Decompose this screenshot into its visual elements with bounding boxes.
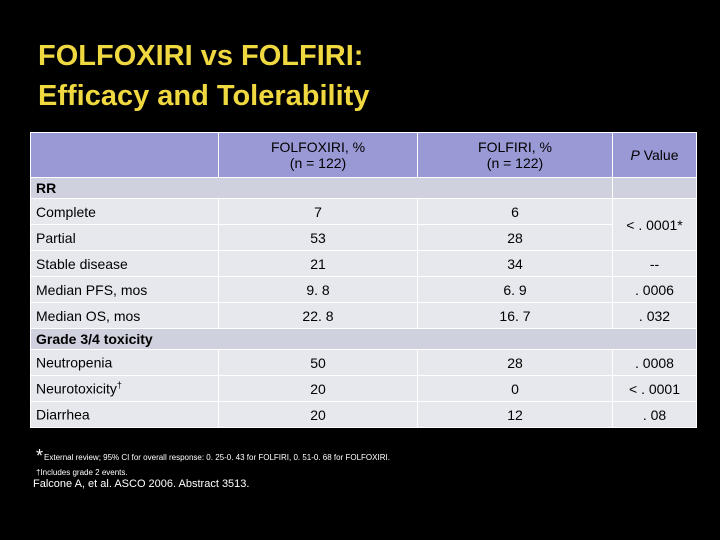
row-label-text: Neurotoxicity (36, 380, 117, 397)
section-label-toxicity: Grade 3/4 toxicity (30, 328, 697, 350)
footnote-star: * (36, 446, 44, 466)
cell-folfiri: 28 (417, 349, 613, 376)
cell-folfoxiri: 21 (218, 250, 418, 277)
cell-folfoxiri: 53 (218, 224, 418, 251)
cell-p-value: . 0008 (612, 349, 697, 376)
cell-p-value: . 08 (612, 401, 697, 428)
header-folfiri: FOLFIRI, % (n = 122) (417, 132, 613, 178)
cell-p-value: -- (612, 250, 697, 277)
table-row: Neurotoxicity† 20 0 < . 0001 (30, 375, 697, 402)
cell-p-value: < . 0001 (612, 375, 697, 402)
row-label-footnote-mark: † (116, 380, 122, 391)
row-label-text: Diarrhea (36, 406, 90, 423)
cell-folfiri: 34 (417, 250, 613, 277)
header-folfoxiri-line-2: (n = 122) (289, 155, 347, 171)
row-label: Complete (30, 198, 219, 225)
cell-folfoxiri: 50 (218, 349, 418, 376)
header-p-value-label: Value (639, 147, 679, 163)
cell-folfiri: 6. 9 (417, 276, 613, 303)
header-empty-cell (30, 132, 219, 178)
header-p-value: P Value (612, 132, 697, 178)
header-folfiri-line-1: FOLFIRI, % (478, 139, 552, 155)
row-label: Median OS, mos (30, 302, 219, 329)
footnote-external-review: *External review; 95% CI for overall res… (36, 446, 696, 467)
header-folfoxiri-line-1: FOLFOXIRI, % (270, 139, 366, 155)
section-row-toxicity: Grade 3/4 toxicity (30, 328, 697, 350)
table-row: Complete 7 6 < . 0001* (30, 198, 697, 251)
slide-title-line-2: Efficacy and Tolerability (38, 80, 370, 112)
cell-folfoxiri: 22. 8 (218, 302, 418, 329)
cell-folfoxiri: 7 (218, 198, 418, 225)
slide-title-line-1: FOLFOXIRI vs FOLFIRI: (38, 40, 364, 72)
header-folfoxiri: FOLFOXIRI, % (n = 122) (218, 132, 418, 178)
table-row: Neutropenia 50 28 . 0008 (30, 349, 697, 376)
table-row: Stable disease 21 34 -- (30, 250, 697, 277)
section-row-rr: RR (30, 177, 697, 199)
section-rr-empty (612, 177, 697, 199)
cell-folfoxiri: 20 (218, 375, 418, 402)
row-label: Partial (30, 224, 219, 251)
efficacy-tolerability-table: FOLFOXIRI, % (n = 122) FOLFIRI, % (n = 1… (30, 132, 697, 428)
table-header-row: FOLFOXIRI, % (n = 122) FOLFIRI, % (n = 1… (30, 132, 697, 178)
cell-p-value-rr: < . 0001* (612, 198, 697, 251)
footnote-external-review-text: External review; 95% CI for overall resp… (44, 453, 390, 462)
cell-p-value: . 032 (612, 302, 697, 329)
header-p-italic: P (630, 147, 640, 163)
cell-folfiri: 16. 7 (417, 302, 613, 329)
citation: Falcone A, et al. ASCO 2006. Abstract 35… (33, 478, 250, 490)
row-label: Stable disease (30, 250, 219, 277)
table-row: Diarrhea 20 12 . 08 (30, 401, 697, 428)
cell-p-value: . 0006 (612, 276, 697, 303)
header-folfiri-line-2: (n = 122) (486, 155, 544, 171)
row-label: Diarrhea (30, 401, 219, 428)
cell-folfiri: 0 (417, 375, 613, 402)
row-label: Neurotoxicity† (30, 375, 219, 402)
cell-folfoxiri: 9. 8 (218, 276, 418, 303)
row-label-text: Neutropenia (36, 354, 113, 371)
table-row: Partial 53 28 (30, 224, 697, 251)
table-row: Median PFS, mos 9. 8 6. 9 . 0006 (30, 276, 697, 303)
slide-title: FOLFOXIRI vs FOLFIRI: Efficacy and Toler… (38, 36, 698, 116)
footnote-grade-2: †Includes grade 2 events. (36, 468, 128, 477)
cell-folfiri: 6 (417, 198, 613, 225)
section-label-rr: RR (30, 177, 613, 199)
table-row: Median OS, mos 22. 8 16. 7 . 032 (30, 302, 697, 329)
row-label: Neutropenia (30, 349, 219, 376)
cell-folfiri: 12 (417, 401, 613, 428)
row-label: Median PFS, mos (30, 276, 219, 303)
cell-folfiri: 28 (417, 224, 613, 251)
cell-folfoxiri: 20 (218, 401, 418, 428)
